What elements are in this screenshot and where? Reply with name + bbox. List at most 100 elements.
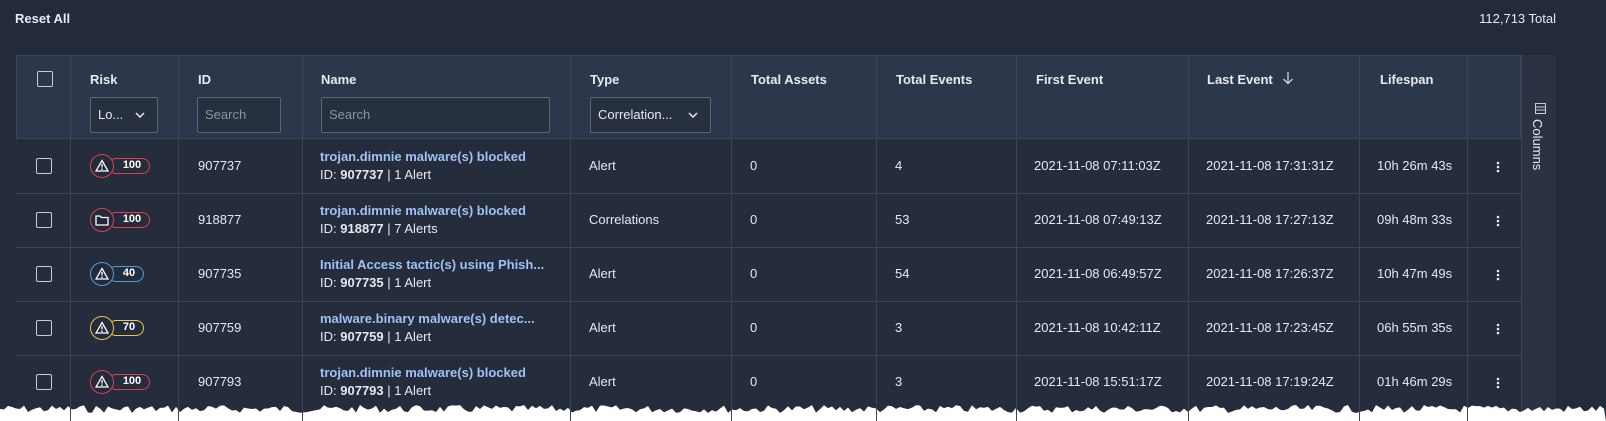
first-event: 2021-11-08 07:49:13Z [1034,212,1162,227]
incident-name[interactable]: trojan.dimnie malware(s) blocked [320,149,526,164]
incident-type: Alert [589,374,616,389]
columns-label: Columns [1530,119,1545,171]
first-event: 2021-11-08 10:42:11Z [1034,320,1161,335]
row-divider [16,247,1521,248]
first-event: 2021-11-08 07:11:03Z [1034,158,1161,173]
row-checkbox[interactable] [36,320,52,336]
column-divider [178,55,179,421]
last-event: 2021-11-08 17:23:45Z [1206,320,1334,335]
lifespan: 10h 47m 49s [1377,266,1453,281]
detail-id: 907737 [340,167,384,182]
incident-id: 907737 [198,158,242,173]
column-header[interactable]: ID [198,72,211,87]
lifespan: 01h 46m 29s [1377,374,1453,389]
row-checkbox[interactable] [36,212,52,228]
lifespan: 10h 26m 43s [1377,158,1453,173]
detail-suffix: | 1 Alert [387,275,432,290]
row-checkbox[interactable] [36,266,52,282]
incident-name[interactable]: trojan.dimnie malware(s) blocked [320,365,526,380]
incident-id: 907735 [198,266,242,281]
select-all-checkbox[interactable] [37,71,53,87]
row-menu[interactable] [1496,268,1500,281]
column-divider [1467,55,1468,421]
lifespan: 06h 55m 35s [1377,320,1453,335]
columns-icon [1535,103,1546,114]
column-divider [1188,55,1189,421]
detail-suffix: | 1 Alert [387,383,432,398]
total-events: 53 [895,212,910,227]
risk-score: 100 [108,212,150,228]
incident-type: Correlations [589,212,660,227]
risk-score: 100 [108,158,150,174]
total-assets: 0 [750,320,758,335]
last-event: 2021-11-08 17:27:13Z [1206,212,1334,227]
column-header[interactable]: Name [321,72,357,87]
first-event: 2021-11-08 15:51:17Z [1034,374,1162,389]
incident-detail: ID: 907735 | 1 Alert [320,275,431,290]
column-header[interactable]: Lifespan [1380,72,1434,87]
total-events: 3 [895,320,903,335]
column-divider [70,55,71,421]
total-events: 3 [895,374,903,389]
type-filter[interactable]: Correlation... [590,97,711,133]
incident-id: 907759 [198,320,242,335]
column-divider [1359,55,1360,421]
row-menu[interactable] [1496,322,1500,335]
detail-suffix: | 1 Alert [387,329,432,344]
row-menu[interactable] [1496,376,1500,389]
detail-prefix: ID: [320,167,337,182]
risk-icon [90,154,114,178]
risk-filter[interactable]: Lo... [90,97,158,133]
incident-detail: ID: 907793 | 1 Alert [320,383,431,398]
incident-type: Alert [589,320,616,335]
row-checkbox[interactable] [36,374,52,390]
row-menu[interactable] [1496,214,1500,227]
column-header[interactable]: Type [590,72,620,87]
row-divider [16,193,1521,194]
column-divider [876,55,877,421]
column-divider [731,55,732,421]
column-divider [570,55,571,421]
row-menu[interactable] [1496,160,1500,173]
risk-icon [90,316,114,340]
total-events: 4 [895,158,903,173]
total-count: 112,713 Total [1479,11,1556,26]
incident-detail: ID: 907759 | 1 Alert [320,329,431,344]
reset-all[interactable]: Reset All [15,11,71,26]
table-body [16,139,1521,421]
name-search[interactable]: Search [321,97,550,133]
detail-id: 918877 [340,221,384,236]
total-assets: 0 [750,266,758,281]
incident-name[interactable]: trojan.dimnie malware(s) blocked [320,203,526,218]
detail-id: 907793 [340,383,384,398]
incident-type: Alert [589,266,616,281]
detail-id: 907735 [340,275,384,290]
id-search[interactable]: Search [197,97,281,133]
column-divider [1016,55,1017,421]
lifespan: 09h 48m 33s [1377,212,1453,227]
risk-filter-value: Lo... [98,107,124,122]
risk-score: 100 [108,374,150,390]
risk-icon [90,370,114,394]
side-panel[interactable]: Columns [1521,55,1556,421]
last-event: 2021-11-08 17:31:31Z [1206,158,1334,173]
column-header[interactable]: Total Events [896,72,973,87]
detail-prefix: ID: [320,275,337,290]
column-header[interactable]: Risk [90,72,118,87]
incident-type: Alert [589,158,616,173]
sort-arrow[interactable] [1282,71,1294,85]
column-header[interactable]: First Event [1036,72,1104,87]
detail-prefix: ID: [320,221,337,236]
incident-detail: ID: 907737 | 1 Alert [320,167,431,182]
torn-edge [0,405,1606,421]
column-header[interactable]: Last Event [1207,72,1273,87]
total-assets: 0 [750,158,758,173]
last-event: 2021-11-08 17:26:37Z [1206,266,1334,281]
total-assets: 0 [750,374,758,389]
row-checkbox[interactable] [36,158,52,174]
incident-name[interactable]: malware.binary malware(s) detec... [320,311,535,326]
last-event: 2021-11-08 17:19:24Z [1206,374,1334,389]
total-events: 54 [895,266,910,281]
column-header[interactable]: Total Assets [751,72,827,87]
incident-name[interactable]: Initial Access tactic(s) using Phish... [320,257,545,272]
